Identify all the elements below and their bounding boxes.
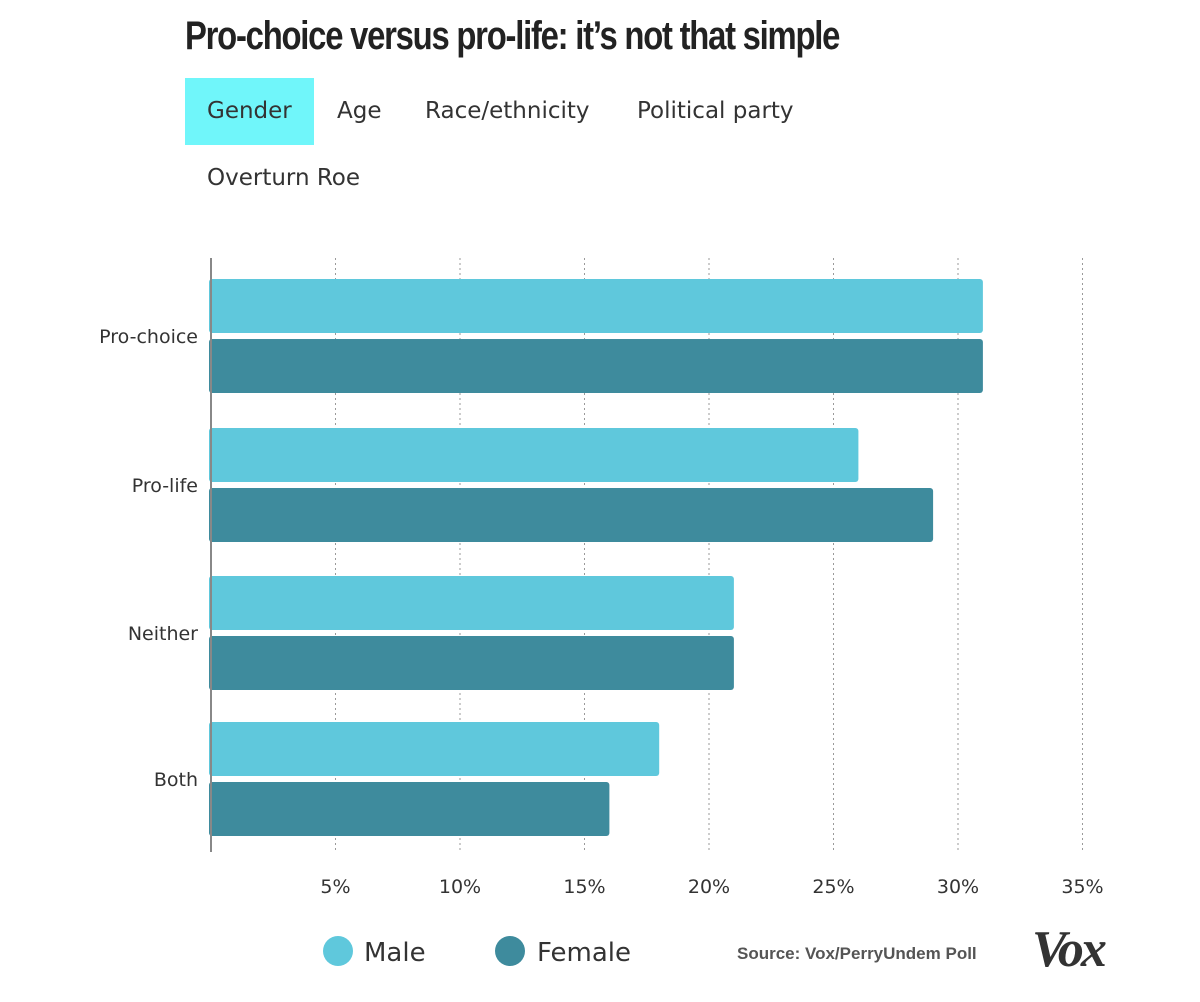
x-tick-label: 35% [1061, 876, 1103, 898]
bar-male-both [209, 722, 660, 776]
bar-male-pro-life [209, 428, 859, 482]
legend: Male Female [323, 936, 631, 968]
vox-logo: Vox [1032, 921, 1107, 978]
bars [209, 279, 983, 836]
bar-female-neither [209, 636, 734, 690]
x-tick-label: 15% [563, 876, 605, 898]
x-tick-label: 25% [812, 876, 854, 898]
legend-female-label: Female [537, 938, 631, 968]
x-tick-label: 5% [320, 876, 350, 898]
bar-female-both [209, 782, 610, 836]
legend-female-swatch [495, 936, 525, 966]
bar-female-pro-life [209, 488, 934, 542]
category-labels: Pro-choice Pro-life Neither Both [99, 326, 198, 791]
x-tick-label: 10% [439, 876, 481, 898]
chart-title: Pro-choice versus pro-life: it’s not tha… [185, 14, 840, 58]
tab-gender[interactable]: Gender [185, 78, 314, 145]
category-label: Neither [128, 623, 198, 645]
category-label: Both [154, 769, 198, 791]
bar-male-neither [209, 576, 734, 630]
category-label: Pro-life [132, 475, 198, 497]
legend-male-swatch [323, 936, 353, 966]
tab-political-party[interactable]: Political party [637, 98, 794, 124]
x-tick-labels: 5% 10% 15% 20% 25% 30% 35% [320, 876, 1103, 898]
tab-overturn-roe[interactable]: Overturn Roe [207, 165, 361, 191]
source-note: Source: Vox/PerryUndem Poll [737, 944, 977, 963]
bar-female-pro-choice [209, 339, 983, 393]
x-tick-label: 30% [937, 876, 979, 898]
legend-male-label: Male [364, 938, 426, 968]
bar-male-pro-choice [209, 279, 983, 333]
tab-age[interactable]: Age [337, 98, 382, 124]
tab-race-ethnicity[interactable]: Race/ethnicity [425, 98, 590, 124]
category-label: Pro-choice [99, 326, 198, 348]
x-tick-label: 20% [688, 876, 730, 898]
